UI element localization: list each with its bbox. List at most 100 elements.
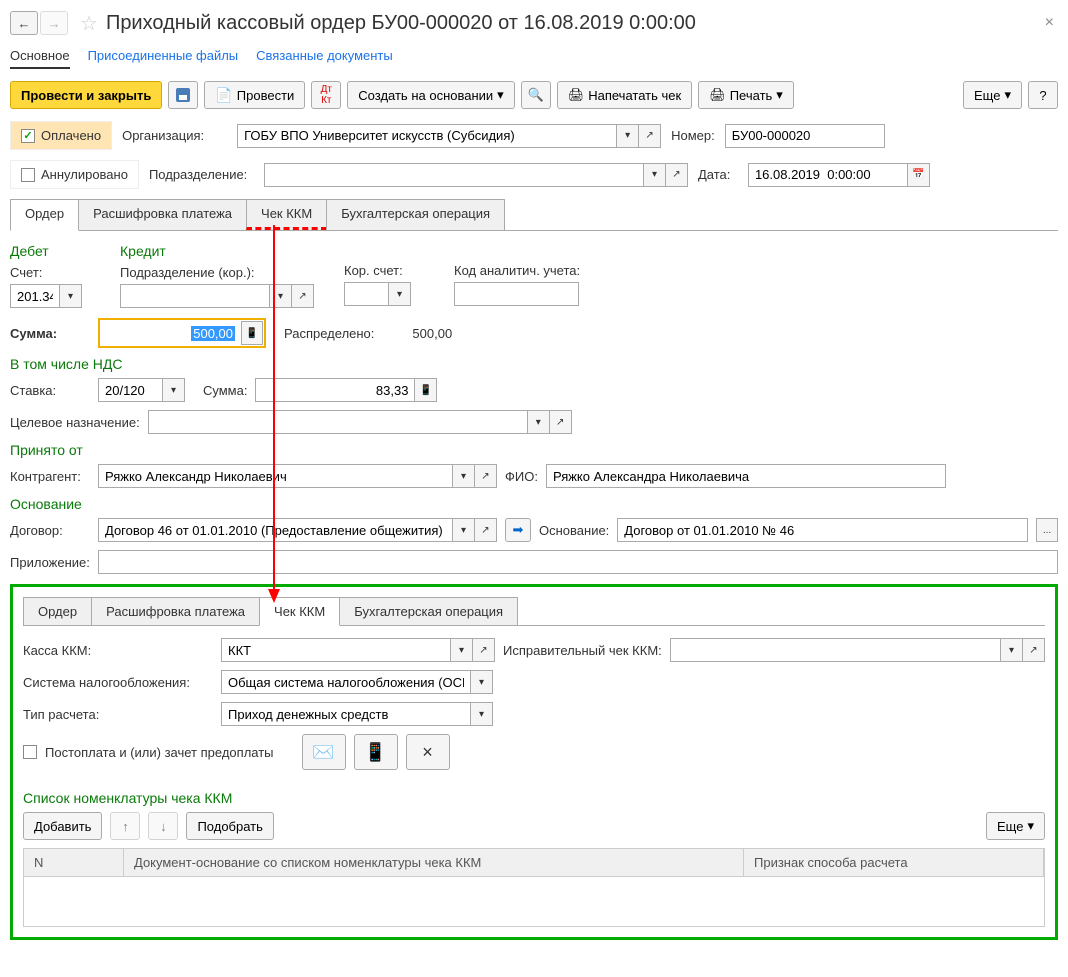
cancelled-checkbox-row[interactable]: Аннулировано bbox=[10, 160, 139, 189]
create-based-button[interactable]: Создать на основании ▾ bbox=[347, 81, 514, 109]
date-input[interactable] bbox=[748, 163, 908, 187]
purpose-dropdown-button[interactable]: ▾ bbox=[528, 410, 550, 434]
nav-back-button[interactable]: ← bbox=[10, 11, 38, 35]
move-down-button[interactable]: ↓ bbox=[148, 812, 178, 840]
account-label: Счет: bbox=[10, 265, 90, 280]
close-button[interactable]: × bbox=[1041, 10, 1058, 36]
cor-account-input[interactable] bbox=[344, 282, 389, 306]
tax-system-input[interactable] bbox=[221, 670, 471, 694]
dtkt-icon: ДтКт bbox=[321, 84, 332, 106]
tax-system-dropdown-button[interactable]: ▾ bbox=[471, 670, 493, 694]
contract-input[interactable] bbox=[98, 518, 453, 542]
basis-more-button[interactable]: ... bbox=[1036, 518, 1058, 542]
counterparty-open-button[interactable]: ↗ bbox=[475, 464, 497, 488]
rate-input[interactable] bbox=[98, 378, 163, 402]
tab-payment[interactable]: Расшифровка платежа bbox=[78, 199, 247, 230]
org-open-button[interactable]: ↗ bbox=[639, 124, 661, 148]
arrow-down-icon: ↓ bbox=[160, 819, 167, 834]
sum-input[interactable]: 500,00 bbox=[101, 321, 241, 345]
more-button[interactable]: Еще ▾ bbox=[963, 81, 1022, 109]
attachment-input[interactable] bbox=[98, 550, 1058, 574]
dept-cor-open-button[interactable]: ↗ bbox=[292, 284, 314, 308]
help-button[interactable]: ? bbox=[1028, 81, 1058, 109]
fill-button[interactable]: ➡ bbox=[505, 518, 531, 542]
tab2-accounting[interactable]: Бухгалтерская операция bbox=[339, 597, 518, 625]
table-body[interactable] bbox=[23, 877, 1045, 927]
tab2-order[interactable]: Ордер bbox=[23, 597, 92, 625]
nav-forward-button[interactable]: → bbox=[40, 11, 68, 35]
counterparty-label: Контрагент: bbox=[10, 469, 90, 484]
email-button[interactable]: ✉️ bbox=[302, 734, 346, 770]
post-and-close-button[interactable]: Провести и закрыть bbox=[10, 81, 162, 109]
contract-label: Договор: bbox=[10, 523, 90, 538]
dept-input[interactable] bbox=[264, 163, 644, 187]
number-input[interactable] bbox=[725, 124, 885, 148]
print-check-button[interactable]: 🖨 Напечатать чек bbox=[557, 81, 692, 109]
post-button[interactable]: 📄Провести bbox=[204, 81, 305, 109]
sum-calc-button[interactable]: 📱 bbox=[241, 321, 263, 345]
postpay-checkbox[interactable] bbox=[23, 745, 37, 759]
analytics-input[interactable] bbox=[454, 282, 579, 306]
disk-icon bbox=[176, 88, 190, 102]
basis-header: Основание bbox=[10, 496, 1058, 512]
date-calendar-button[interactable]: 📅 bbox=[908, 163, 930, 187]
purpose-open-button[interactable]: ↗ bbox=[550, 410, 572, 434]
chevron-down-icon: ▾ bbox=[1004, 87, 1011, 103]
dept-open-button[interactable]: ↗ bbox=[666, 163, 688, 187]
clear-button[interactable]: × bbox=[406, 734, 450, 770]
move-up-button[interactable]: ↑ bbox=[110, 812, 140, 840]
search-button[interactable]: 🔍 bbox=[521, 81, 551, 109]
paid-checkbox-row[interactable]: Оплачено bbox=[10, 121, 112, 150]
org-input[interactable] bbox=[237, 124, 617, 148]
save-button[interactable] bbox=[168, 81, 198, 109]
tab-accounting[interactable]: Бухгалтерская операция bbox=[326, 199, 505, 230]
corr-check-open-button[interactable]: ↗ bbox=[1023, 638, 1045, 662]
calc-type-input[interactable] bbox=[221, 702, 471, 726]
kassa-open-button[interactable]: ↗ bbox=[473, 638, 495, 662]
phone-button[interactable]: 📱 bbox=[354, 734, 398, 770]
basis-label: Основание: bbox=[539, 523, 609, 538]
calc-type-dropdown-button[interactable]: ▾ bbox=[471, 702, 493, 726]
print-button[interactable]: 🖨 Печать ▾ bbox=[698, 81, 794, 109]
cor-account-dropdown-button[interactable]: ▾ bbox=[389, 282, 411, 306]
table-more-button[interactable]: Еще ▾ bbox=[986, 812, 1045, 840]
basis-input[interactable] bbox=[617, 518, 1028, 542]
dept-cor-input[interactable] bbox=[120, 284, 270, 308]
corr-check-dropdown-button[interactable]: ▾ bbox=[1001, 638, 1023, 662]
vat-sum-calc-button[interactable]: 📱 bbox=[415, 378, 437, 402]
account-dropdown-button[interactable]: ▾ bbox=[60, 284, 82, 308]
search-icon: 🔍 bbox=[528, 87, 544, 103]
fio-input[interactable] bbox=[546, 464, 946, 488]
vat-sum-input[interactable] bbox=[255, 378, 415, 402]
chevron-down-icon: ▾ bbox=[497, 87, 504, 103]
analytics-label: Код аналитич. учета: bbox=[454, 263, 580, 278]
counterparty-dropdown-button[interactable]: ▾ bbox=[453, 464, 475, 488]
org-dropdown-button[interactable]: ▾ bbox=[617, 124, 639, 148]
contract-dropdown-button[interactable]: ▾ bbox=[453, 518, 475, 542]
distributed-value: 500,00 bbox=[412, 326, 452, 341]
account-input[interactable] bbox=[10, 284, 60, 308]
select-button[interactable]: Подобрать bbox=[186, 812, 273, 840]
kassa-dropdown-button[interactable]: ▾ bbox=[451, 638, 473, 662]
contract-open-button[interactable]: ↗ bbox=[475, 518, 497, 542]
dept-dropdown-button[interactable]: ▾ bbox=[644, 163, 666, 187]
purpose-input[interactable] bbox=[148, 410, 528, 434]
nav-tab-related[interactable]: Связанные документы bbox=[256, 44, 393, 69]
nav-tab-main[interactable]: Основное bbox=[10, 44, 70, 69]
table-header: N Документ-основание со списком номенкла… bbox=[23, 848, 1045, 877]
tab-order[interactable]: Ордер bbox=[10, 199, 79, 231]
dept-cor-dropdown-button[interactable]: ▾ bbox=[270, 284, 292, 308]
kassa-input[interactable] bbox=[221, 638, 451, 662]
tab-check[interactable]: Чек ККМ bbox=[246, 199, 327, 230]
add-button[interactable]: Добавить bbox=[23, 812, 102, 840]
dt-kt-button[interactable]: ДтКт bbox=[311, 81, 341, 109]
tab2-payment[interactable]: Расшифровка платежа bbox=[91, 597, 260, 625]
counterparty-input[interactable] bbox=[98, 464, 453, 488]
corr-check-input[interactable] bbox=[670, 638, 1001, 662]
nav-tab-files[interactable]: Присоединенные файлы bbox=[88, 44, 239, 69]
tab2-check[interactable]: Чек ККМ bbox=[259, 597, 340, 626]
rate-label: Ставка: bbox=[10, 383, 90, 398]
favorite-star-icon[interactable]: ☆ bbox=[80, 11, 98, 36]
doc-icon: 📄 bbox=[215, 87, 232, 104]
rate-dropdown-button[interactable]: ▾ bbox=[163, 378, 185, 402]
